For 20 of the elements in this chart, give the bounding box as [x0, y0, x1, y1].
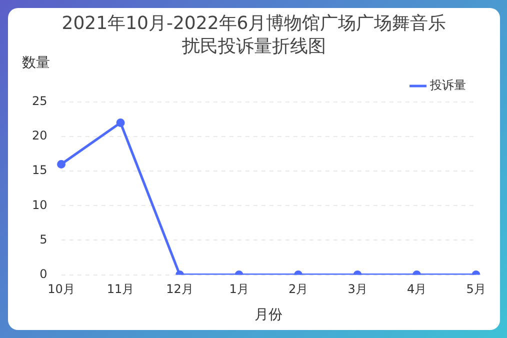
y-tick-label: 25: [32, 94, 48, 108]
x-tick-label: 1月: [229, 282, 249, 296]
point: [57, 160, 66, 168]
x-axis-title: 月份: [254, 307, 283, 324]
x-tick-label: 5月: [466, 282, 486, 296]
y-axis-title: 数量: [22, 54, 50, 72]
y-tick-label: 15: [32, 163, 48, 178]
x-tick-label: 12月: [166, 282, 194, 296]
x-tick-label: 2月: [288, 282, 308, 296]
y-tick-label: 10: [32, 198, 48, 212]
x-tick-label: 11月: [106, 282, 134, 296]
y-tick-label: 20: [32, 128, 48, 143]
point: [116, 118, 125, 127]
legend-label: 投诉量: [429, 78, 466, 92]
x-tick-label: 3月: [348, 282, 368, 296]
chart-title: 2021年10月-2022年6月博物馆广场广场舞音乐扰民投诉量折线图: [60, 12, 448, 58]
y-tick-label: 0: [40, 266, 48, 281]
x-tick-label: 10月: [48, 282, 75, 296]
x-tick-label: 4月: [406, 282, 427, 296]
y-tick-label: 5: [40, 232, 48, 246]
